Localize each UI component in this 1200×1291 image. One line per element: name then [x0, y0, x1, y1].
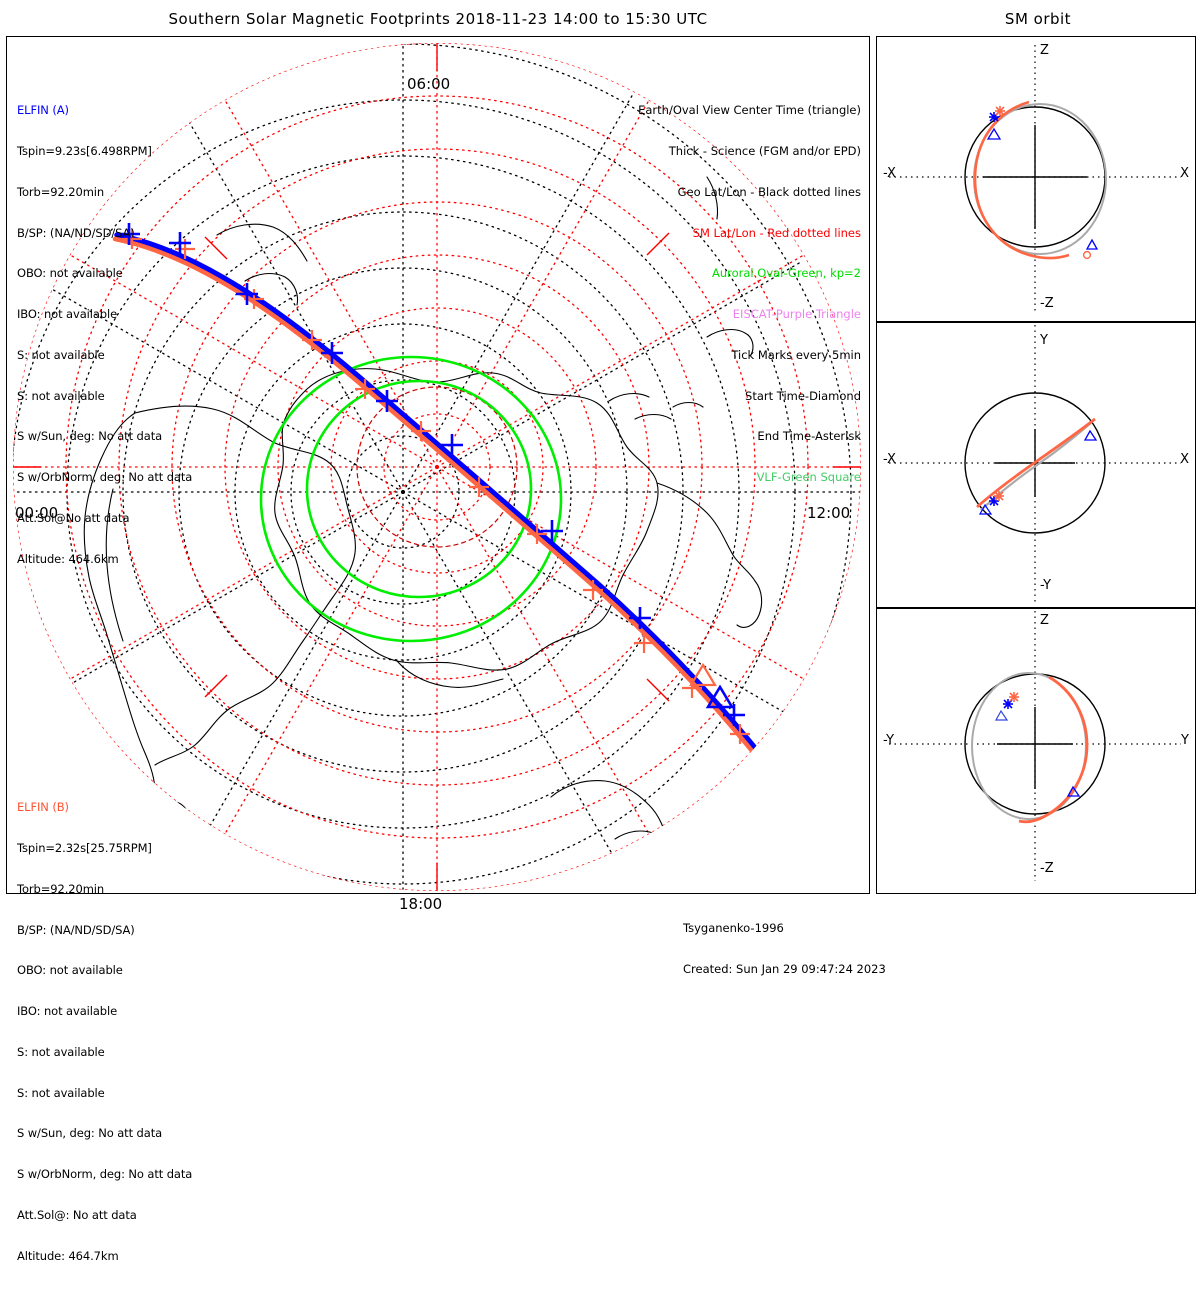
orbit-track-yz	[1018, 675, 1089, 824]
axis-label-x-neg-yz: -Y	[883, 733, 895, 748]
axis-label-x-neg-xz: -X	[883, 166, 896, 181]
legend-line-0: Earth/Oval View Center Time (triangle)	[638, 103, 861, 118]
elfin-a-s2: S: not available	[17, 388, 105, 403]
elfin-a-s1: S: not available	[17, 347, 105, 362]
view-center-markers	[689, 662, 735, 709]
polar-map-panel: 06:00 12:00 18:00 00:00 ELFIN (A) Tspin=…	[6, 36, 886, 1262]
legend-line-5: EISCAT-Purple Triangle	[732, 307, 861, 322]
polar-map-plot	[13, 43, 861, 891]
orbit-plot-xz	[889, 45, 1181, 312]
geo-grid	[13, 43, 861, 891]
auroral-oval	[259, 355, 563, 643]
elfin-a-info-block: ELFIN (A) Tspin=9.23s[6.498RPM] Torb=92.…	[17, 77, 192, 594]
credit-created: Created: Sun Jan 29 09:47:24 2023	[683, 961, 886, 976]
model-credit: Tsyganenko-1996 Created: Sun Jan 29 09:4…	[683, 895, 886, 1004]
mlt-label-0000: 00:00	[15, 504, 59, 522]
legend-line-2: Geo Lat/Lon - Black dotted lines	[677, 184, 861, 199]
elfin-b-obo: OBO: not available	[17, 963, 123, 978]
elfin-b-attsol: Att.Sol@: No att data	[17, 1208, 137, 1222]
elfin-b-altitude: Altitude: 464.7km	[17, 1248, 119, 1263]
orbit-axes-solid-yz	[997, 707, 1073, 789]
orbit-panel-title: SM orbit	[1004, 10, 1072, 28]
elfin-a-ibo: IBO: not available	[17, 307, 118, 322]
orbit-track-xz	[973, 100, 1070, 260]
elfin-a-torb: Torb=92.20min	[17, 184, 105, 199]
axis-label-x-neg-xy: -X	[883, 452, 896, 467]
orbit-plot-xy	[889, 325, 1181, 604]
orbit-panel-xz: X -X Z -Z	[876, 36, 1196, 322]
credit-model: Tsyganenko-1996	[683, 921, 784, 936]
elfin-a-s-orbnorm: S w/OrbNorm, deg: No att data	[17, 470, 193, 485]
sm-inner-circle	[356, 386, 518, 548]
axis-label-y-neg-yz: -Z	[1040, 861, 1054, 876]
axis-label-y-pos-yz: Z	[1040, 613, 1049, 628]
mlt-label-1200: 12:00	[807, 504, 851, 522]
elfin-b-torb: Torb=92.20min	[17, 881, 105, 896]
legend-line-4: Auroral Oval-Green, kp=2	[711, 266, 861, 281]
axis-label-y-neg-xy: -Y	[1040, 578, 1052, 593]
screenshot-root: Southern Solar Magnetic Footprints 2018-…	[6, 10, 1196, 1262]
legend-line-9: VLF-Green Square	[756, 470, 861, 485]
elfin-b-s-orbnorm: S w/OrbNorm, deg: No att data	[17, 1167, 193, 1182]
axis-label-y-neg-xz: -Z	[1040, 296, 1054, 311]
footprint-track-elfin-a	[114, 232, 762, 756]
elfin-a-bsp: B/SP: (NA/ND/SD/SA)	[17, 225, 135, 240]
elfin-b-info-block: ELFIN (B) Tspin=2.32s[25.75RPM] Torb=92.…	[17, 774, 192, 1291]
legend-line-8: End Time-Asterisk	[757, 429, 861, 444]
orbit-axes-solid-xz	[983, 125, 1087, 229]
elfin-b-bsp: B/SP: (NA/ND/SD/SA)	[17, 922, 135, 937]
elfin-a-tspin: Tspin=9.23s[6.498RPM]	[17, 143, 152, 158]
elfin-b-s2: S: not available	[17, 1085, 105, 1100]
elfin-a-attsol: Att.Sol@No att data	[17, 511, 130, 525]
footprint-track-elfin-b	[112, 236, 760, 760]
orbit-axes-dotted-xy	[889, 325, 1181, 604]
elfin-a-altitude: Altitude: 464.6km	[17, 551, 119, 566]
elfin-a-obo: OBO: not available	[17, 266, 123, 281]
axis-label-x-pos-xz: X	[1180, 166, 1189, 181]
orbit-markers-xz	[986, 106, 1099, 260]
orbit-markers-yz	[994, 692, 1081, 797]
elfin-b-tspin: Tspin=2.32s[25.75RPM]	[17, 840, 152, 855]
orbit-markers-xy	[978, 429, 1098, 515]
mlt-label-1800: 18:00	[399, 895, 443, 913]
mlt-label-0600: 06:00	[407, 75, 451, 93]
page-title: Southern Solar Magnetic Footprints 2018-…	[168, 10, 708, 28]
legend-line-3: SM Lat/Lon - Red dotted lines	[692, 225, 861, 240]
antarctica-coastline	[274, 328, 763, 688]
orbit-track-xy	[976, 417, 1096, 509]
orbit-panel-yz: Y -Y Z -Z	[876, 608, 1196, 894]
footprint-track-group	[112, 232, 762, 760]
axis-label-y-pos-xz: Z	[1040, 43, 1049, 58]
elfin-b-name: ELFIN (B)	[17, 800, 69, 815]
axis-label-y-pos-xy: Y	[1040, 333, 1048, 348]
elfin-b-ibo: IBO: not available	[17, 1004, 118, 1019]
axis-label-x-pos-xy: X	[1180, 452, 1189, 467]
orbit-panel-xy: X -X Y -Y	[876, 322, 1196, 608]
orbit-axes-dotted-yz	[889, 611, 1181, 881]
sm-axis-ticks	[13, 43, 861, 891]
elfin-b-s1: S: not available	[17, 1044, 105, 1059]
legend-line-6: Tick Marks every 5min	[731, 347, 861, 362]
earth-circle-xy	[964, 392, 1106, 534]
map-legend: Earth/Oval View Center Time (triangle) T…	[431, 77, 861, 512]
orbit-plot-yz	[889, 611, 1181, 881]
elfin-a-name: ELFIN (A)	[17, 103, 69, 118]
axis-label-x-pos-yz: Y	[1181, 733, 1189, 748]
legend-line-1: Thick - Science (FGM and/or EPD)	[668, 143, 861, 158]
legend-line-7: Start Time-Diamond	[745, 388, 861, 403]
elfin-b-s-sun: S w/Sun, deg: No att data	[17, 1126, 163, 1141]
elfin-a-s-sun: S w/Sun, deg: No att data	[17, 429, 163, 444]
